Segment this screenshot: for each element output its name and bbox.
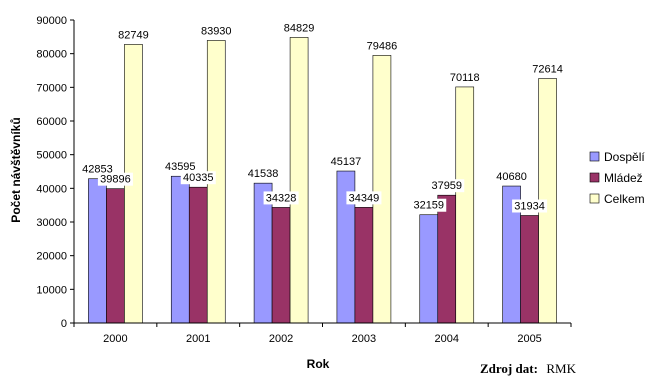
y-tick-label: 30000 [36,217,67,229]
data-label: 43595 [165,161,196,173]
bars [88,37,557,324]
x-tick-label: 2005 [517,333,541,345]
data-label-bg [79,162,115,176]
data-label-bg [97,172,133,186]
data-label-bg [512,199,548,213]
y-axis-title: Počet návštěvníků [9,117,23,222]
data-label-bg [429,179,465,193]
data-label: 83930 [201,25,232,37]
x-tick-label: 2004 [435,333,459,345]
source-note: Zdroj dat: RMK [480,360,577,376]
bar-celkem-2002 [289,37,309,324]
data-label: 45137 [331,156,362,168]
legend-label: Celkem [604,192,645,206]
bar-dospělí-2001 [170,175,190,324]
bar-celkem-2004 [455,86,475,324]
y-tick-label: 80000 [36,49,67,61]
y-tick-label: 0 [61,318,67,330]
data-label-bg [263,191,299,205]
data-label-bg [281,21,317,35]
x-tick-label: 2003 [352,333,376,345]
data-label: 84829 [284,22,315,34]
data-label: 70118 [450,72,480,84]
legend-label: Dospělí [604,150,645,164]
source-label: Zdroj dat: [480,361,538,376]
x-axis-ticks: 2000 2001 2002 2003 2004 2005 [73,323,572,345]
data-label-bg [180,171,216,185]
y-tick-label: 60000 [36,116,67,128]
data-label: 79486 [367,40,398,52]
y-axis-ticks: 0 10000 20000 30000 40000 50000 60000 70000 8000… [36,15,74,330]
data-label-bg [530,62,566,76]
data-label-bg [346,191,382,205]
y-tick-label: 40000 [36,183,67,195]
x-tick-label: 2001 [186,333,210,345]
bar-dospělí-2000 [88,178,107,324]
data-label-bg [447,70,483,84]
data-label: 82749 [118,29,149,41]
source-value: RMK [546,361,576,376]
bar-dospělí-2004 [419,214,439,324]
data-label: 32159 [413,200,444,212]
data-label-bg [411,198,447,212]
y-tick-label: 50000 [36,150,67,162]
legend-swatch-mládež [589,172,600,183]
x-axis-title: Rok [307,357,330,371]
data-label: 34349 [349,192,380,204]
data-label-bg [364,39,400,53]
x-tick-label: 2002 [269,333,293,345]
data-label: 31934 [514,200,545,212]
bar-mládež-2002 [271,207,291,324]
legend-swatch-celkem [589,193,600,204]
bar-mládež-2000 [106,188,125,324]
data-label-bg [115,28,151,42]
bar-mládež-2005 [520,215,539,324]
bar-mládež-2004 [437,194,457,324]
data-label: 39896 [100,174,131,186]
data-label-bg [245,167,281,181]
data-label: 72614 [532,64,563,76]
data-label: 40335 [183,172,214,184]
bar-celkem-2003 [372,55,392,324]
legend: Dospělí Mládež Celkem [589,150,645,206]
y-tick-label: 70000 [36,82,67,94]
bar-mládež-2003 [354,207,374,324]
data-label: 40680 [496,171,527,183]
x-tick-label: 2000 [103,333,127,345]
data-label-bg [162,160,198,174]
legend-swatch-dospělí [589,151,600,162]
data-label: 37959 [431,180,462,192]
y-tick-label: 20000 [36,251,67,263]
data-label-bg [198,24,234,38]
y-tick-label: 90000 [36,15,67,27]
data-label-bg [328,155,364,169]
data-labels: 4285339896827494359540335839304153834328… [79,21,566,213]
data-label-bg [494,170,530,184]
y-tick-label: 10000 [36,284,67,296]
legend-label: Mládež [604,171,643,185]
bar-mládež-2001 [188,186,208,324]
data-label: 34328 [266,192,297,204]
data-label: 41538 [248,168,279,180]
